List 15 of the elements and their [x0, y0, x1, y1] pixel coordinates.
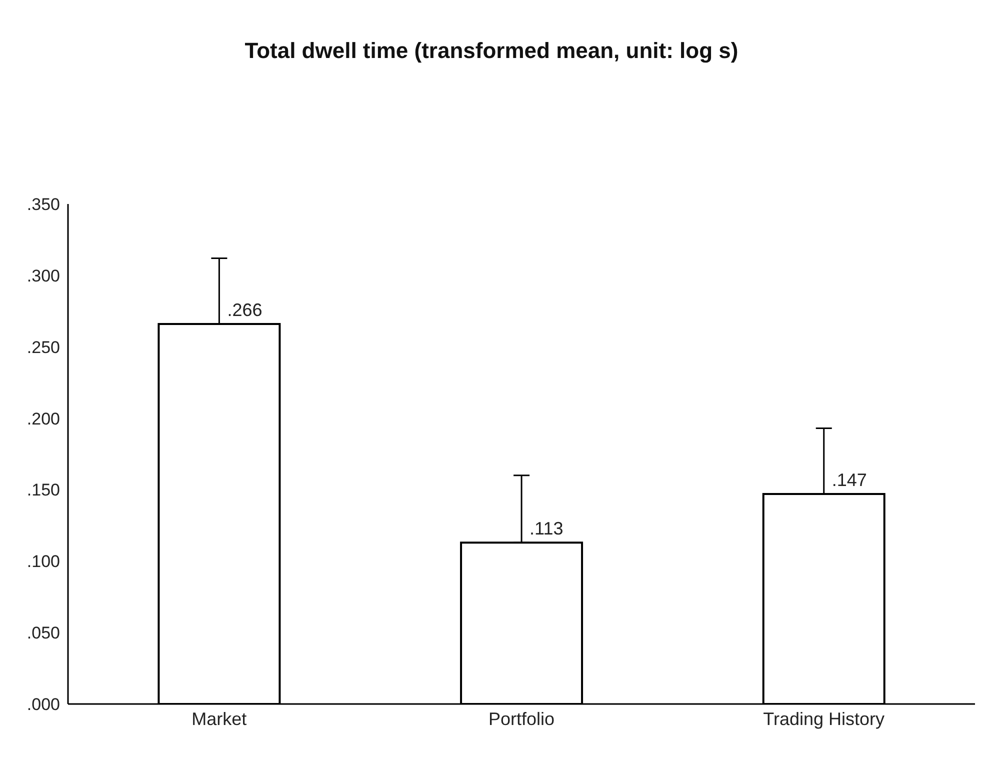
- x-tick-label: Trading History: [763, 708, 885, 729]
- y-tick-label: .150: [26, 480, 60, 500]
- y-tick-label: .050: [26, 624, 60, 643]
- x-tick-label: Portfolio: [488, 708, 555, 729]
- data-label: .266: [227, 300, 262, 320]
- x-tick-label: Market: [192, 708, 247, 729]
- y-tick-label: .250: [26, 338, 60, 357]
- y-tick-label: .100: [26, 552, 60, 572]
- y-tick-label: .350: [26, 195, 60, 214]
- data-label: .147: [832, 470, 867, 490]
- y-tick-label: .200: [26, 409, 60, 428]
- chart-title: Total dwell time (transformed mean, unit: log s): [244, 38, 740, 64]
- y-tick-label: .300: [26, 266, 60, 286]
- data-label: .113: [530, 518, 564, 539]
- y-tick-label: .000: [26, 695, 60, 714]
